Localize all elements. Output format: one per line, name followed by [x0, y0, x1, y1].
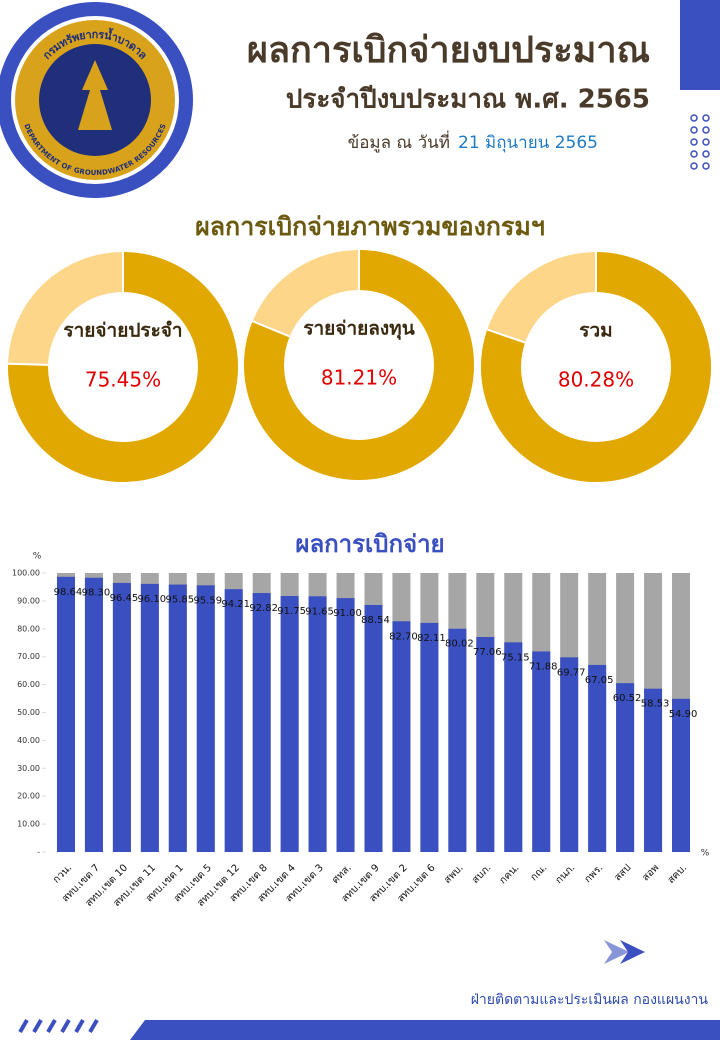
donut-segment: [481, 252, 711, 482]
y-tick-label: 100.00: [12, 569, 40, 578]
value-label: 88.54: [361, 615, 390, 626]
logo: กรมทรัพยากรน้ำบาดาล DEPARTMENT OF GROUND…: [0, 2, 193, 198]
value-label: 91.00: [333, 608, 362, 619]
y-tick-label: -: [37, 848, 40, 857]
chart-title: ผลการเบิกจ่าย: [295, 530, 444, 558]
y-tick-label: 90.00: [17, 596, 40, 605]
donut-value: 80.28%: [558, 368, 634, 392]
y-tick-label: 40.00: [17, 736, 40, 745]
donut-segment: [8, 252, 238, 482]
value-label: 54.90: [669, 709, 698, 720]
value-label: 77.06: [473, 647, 502, 658]
x-tick-label: กนภ.: [554, 862, 578, 886]
footer-text: ฝ่ายติดตามและประเมินผล กองแผนงาน: [471, 992, 709, 1008]
date-prefix: ข้อมูล ณ วันที่: [348, 130, 450, 153]
bar: [224, 589, 243, 852]
value-label: 91.75: [277, 606, 306, 617]
x-tick-label: สบภ.: [470, 862, 494, 886]
value-label: 94.21: [221, 599, 250, 610]
value-label: 95.59: [193, 595, 222, 606]
x-tick-label: กพร.: [583, 862, 606, 885]
x-tick-label: สคบ.: [666, 862, 690, 886]
footer-band: [130, 1020, 720, 1040]
bar: [168, 584, 187, 852]
value-label: 58.53: [641, 699, 670, 710]
bar: [504, 642, 523, 852]
dots: [690, 114, 710, 170]
value-label: 96.10: [138, 594, 167, 605]
value-label: 69.77: [557, 667, 586, 678]
x-tick-label: สพบ.: [442, 862, 466, 886]
donut-label: รายจ่ายลงทุน: [303, 318, 414, 341]
donut-value: 81.21%: [321, 366, 397, 390]
arrow-icon: [604, 940, 645, 964]
bar: [532, 651, 551, 852]
y-tick-label: 80.00: [17, 624, 40, 633]
x-tick-label: กณ.: [529, 862, 550, 883]
donut-sep: [486, 328, 526, 344]
value-label: 80.02: [445, 639, 474, 650]
bar: [112, 582, 131, 852]
value-label: 82.70: [389, 631, 418, 642]
bar: [476, 637, 495, 852]
bar: [616, 683, 635, 852]
donut-sep: [8, 362, 49, 366]
y-axis-label: %: [33, 552, 42, 562]
value-label: 82.11: [417, 633, 446, 644]
bar: [84, 577, 103, 852]
date: 21 มิถุนายน 2565: [458, 133, 598, 153]
x-tick-label: กวน.: [51, 862, 74, 885]
bar: [588, 664, 607, 852]
x-tick-label: กคน.: [498, 862, 522, 886]
bar: [672, 698, 691, 852]
y-tick-label: 50.00: [17, 708, 40, 717]
y-tick-label: 30.00: [17, 764, 40, 773]
value-label: 75.15: [501, 652, 530, 663]
x-tick-label: สสป: [612, 862, 633, 883]
donut-label: รวม: [579, 320, 612, 342]
x-tick-label: ศทส.: [330, 862, 354, 886]
y-tick-label: 60.00: [17, 680, 40, 689]
donut-value: 75.45%: [85, 368, 161, 392]
donut-segment: [244, 250, 474, 480]
bar: [280, 596, 299, 852]
bar: [420, 622, 439, 852]
bar: [140, 583, 159, 852]
y-tick-label: 70.00: [17, 652, 40, 661]
bar: [308, 596, 327, 852]
section-title: ผลการเบิกจ่ายภาพรวมของกรมฯ: [195, 212, 545, 241]
bar: [448, 628, 467, 852]
value-label: 91.65: [305, 606, 334, 617]
bar: [56, 576, 75, 852]
value-label: 95.85: [165, 595, 194, 606]
value-label: 71.88: [529, 661, 558, 672]
x-axis-label: %: [701, 849, 710, 859]
value-label: 92.82: [249, 603, 278, 614]
donut-sep: [252, 320, 291, 338]
bar: [364, 604, 383, 852]
bar: [336, 598, 355, 852]
y-tick-label: 20.00: [17, 792, 40, 801]
donut-label: รายจ่ายประจำ: [63, 320, 182, 342]
x-tick-label: สอพ: [640, 862, 661, 883]
corner-block: [680, 0, 720, 90]
bar: [252, 593, 271, 852]
value-label: 60.52: [613, 693, 642, 704]
title: ผลการเบิกจ่ายงบประมาณ: [247, 30, 650, 71]
value-label: 98.30: [82, 588, 111, 599]
value-label: 98.64: [54, 587, 83, 598]
y-tick-label: 10.00: [17, 820, 40, 829]
value-label: 67.05: [585, 675, 614, 686]
bar: [560, 657, 579, 852]
subtitle: ประจำปีงบประมาณ พ.ศ. 2565: [286, 85, 650, 115]
bar: [392, 621, 411, 852]
bar: [644, 688, 663, 852]
slashes: [18, 1018, 99, 1034]
value-label: 96.45: [110, 593, 139, 604]
bar: [196, 585, 215, 852]
